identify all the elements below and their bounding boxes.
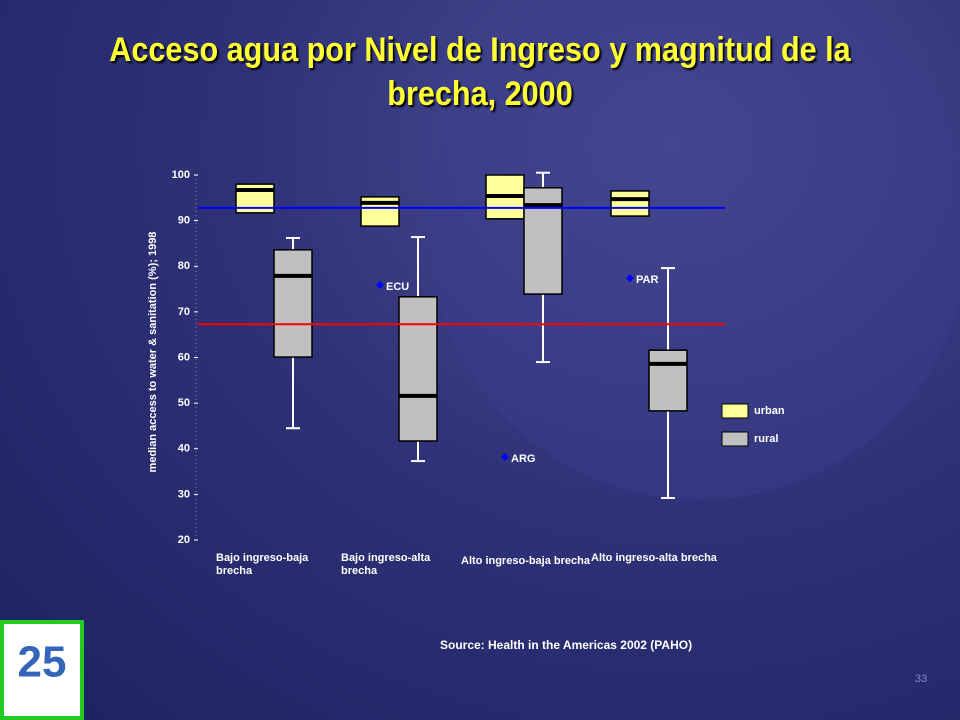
box [398, 296, 438, 442]
x-tick-label: Alto ingreso-baja brecha [461, 555, 590, 567]
y-tick-label: 70 [178, 306, 190, 318]
outlier-point [376, 280, 384, 289]
legend-label: urban [754, 405, 785, 417]
legend-label: rural [754, 433, 778, 445]
legend-swatch [721, 403, 749, 419]
y-tick-label: 50 [178, 397, 190, 409]
y-tick-label: 80 [178, 260, 190, 272]
box [273, 249, 313, 358]
point-label: ECU [386, 281, 409, 293]
page-number: 33 [915, 673, 928, 685]
slide-title: Acceso agua por Nivel de Ingreso y magni… [109, 31, 851, 113]
x-tick-label: Alto ingreso-alta brecha [591, 552, 717, 564]
box [610, 190, 650, 217]
y-tick-label: 40 [178, 443, 190, 455]
x-tick-label: Bajo ingreso-alta brecha [341, 552, 431, 577]
point-label: PAR [636, 274, 658, 286]
outlier-point [501, 452, 509, 461]
logo: 25 [0, 620, 84, 720]
svg-text:25: 25 [18, 638, 67, 687]
y-tick-label: 100 [172, 169, 190, 181]
legend-swatch [721, 431, 749, 447]
globe [430, 0, 960, 500]
source: Source: Health in the Americas 2002 (PAH… [440, 638, 693, 652]
point-label: ARG [511, 453, 535, 465]
outlier-point [626, 274, 634, 283]
y-tick-label: 90 [178, 215, 190, 227]
y-tick-label: 20 [178, 534, 190, 546]
y-tick-label: 30 [178, 488, 190, 500]
y-tick-label: 60 [178, 351, 190, 363]
x-tick-label: Bajo ingreso-baja brecha [216, 552, 309, 577]
y-axis-label: median access to water & sanitation (%);… [147, 232, 159, 473]
box [648, 349, 688, 412]
